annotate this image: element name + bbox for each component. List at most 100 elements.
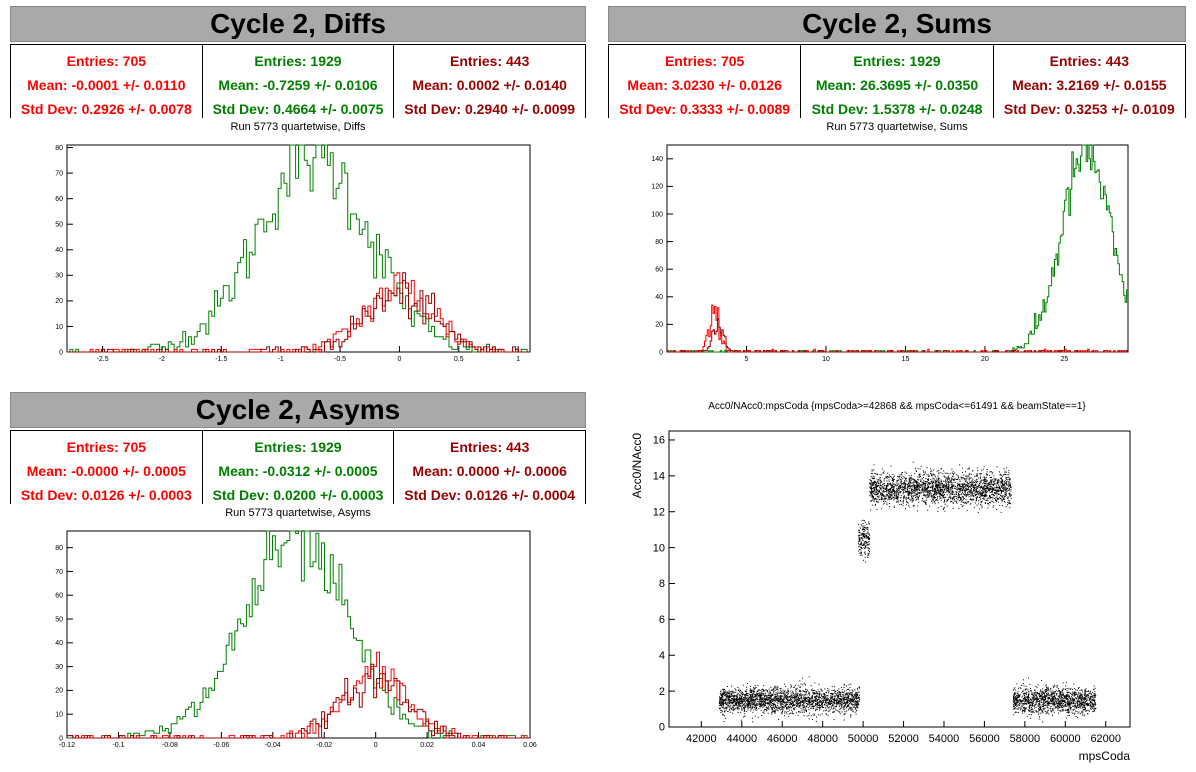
scatter-point: [785, 695, 787, 697]
scatter-point: [828, 692, 830, 694]
scatter-point: [891, 494, 893, 496]
scatter-point: [877, 494, 879, 496]
scatter-point: [792, 713, 794, 715]
scatter-point: [886, 477, 888, 479]
scatter-point: [829, 700, 831, 702]
stat-std: Std Dev: 0.2926 +/- 0.0078: [20, 101, 192, 117]
scatter-point: [751, 699, 753, 701]
scatter-point: [931, 493, 933, 495]
scatter-point: [871, 469, 873, 471]
scatter-point: [789, 709, 791, 711]
scatter-point: [748, 705, 750, 707]
scatter-point: [722, 690, 724, 692]
scatter-point: [876, 484, 878, 486]
scatter-point: [874, 481, 876, 483]
scatter-point: [805, 710, 807, 712]
scatter-point: [785, 697, 787, 699]
scatter-point: [905, 485, 906, 486]
scatter-point: [972, 485, 974, 487]
scatter-point: [944, 492, 946, 493]
scatter-point: [1004, 483, 1005, 485]
scatter-point: [856, 701, 858, 703]
scatter-point: [808, 699, 810, 700]
scatter-point: [926, 491, 928, 493]
scatter-point: [936, 492, 937, 494]
scatter-point: [970, 498, 972, 500]
scatter-point: [965, 495, 967, 497]
scatter-point: [941, 493, 943, 495]
scatter-point: [1000, 489, 1002, 491]
scatter-point: [763, 702, 765, 704]
scatter-point: [848, 692, 850, 694]
scatter-point: [751, 689, 753, 691]
scatter-point: [1004, 470, 1006, 472]
scatter-point: [753, 692, 755, 694]
scatter-point: [834, 692, 836, 694]
scatter-point: [860, 544, 862, 546]
scatter-point: [889, 495, 891, 497]
scatter-subtitle: Acc0/NAcc0:mpsCoda {mpsCoda>=42868 && mp…: [708, 401, 1086, 412]
scatter-point: [850, 701, 851, 703]
scatter-point: [772, 711, 774, 713]
scatter-point: [839, 699, 841, 701]
scatter-point: [747, 703, 748, 705]
scatter-point: [995, 480, 997, 482]
scatter-point: [723, 699, 725, 701]
scatter-point: [919, 495, 920, 497]
scatter-point: [932, 469, 934, 471]
scatter-point: [870, 482, 872, 484]
scatter-point: [951, 486, 953, 488]
scatter-point: [720, 694, 722, 696]
scatter-point: [923, 471, 925, 473]
scatter-point: [853, 699, 855, 701]
scatter-point: [780, 697, 782, 699]
scatter-point: [844, 690, 846, 692]
scatter-point: [957, 477, 959, 479]
scatter-point: [934, 487, 936, 489]
scatter-point: [797, 703, 799, 705]
scatter-point: [774, 700, 776, 701]
scatter-point: [977, 470, 979, 472]
scatter-point: [763, 705, 765, 707]
scatter-point: [875, 484, 876, 485]
x-tick-label: 48000: [807, 733, 838, 745]
scatter-point: [934, 499, 936, 501]
scatter-point: [1000, 474, 1002, 476]
scatter-point: [752, 693, 754, 695]
scatter-point: [843, 696, 845, 698]
scatter-point: [824, 688, 826, 690]
scatter-point: [961, 505, 963, 507]
scatter-point: [792, 695, 794, 696]
scatter-point: [894, 494, 895, 496]
scatter-point: [923, 481, 925, 483]
scatter-point: [932, 496, 934, 498]
scatter-point: [923, 474, 925, 476]
scatter-point: [761, 701, 763, 702]
scatter-point: [871, 492, 872, 494]
scatter-point: [726, 697, 728, 699]
scatter-point: [774, 712, 776, 714]
scatter-point: [1001, 487, 1003, 489]
scatter-point: [961, 496, 963, 498]
scatter-point: [939, 492, 941, 494]
scatter-point: [754, 691, 755, 693]
scatter-point: [900, 479, 902, 481]
scatter-point: [888, 497, 890, 499]
scatter-point: [949, 494, 951, 496]
scatter-point: [885, 494, 887, 496]
scatter-point: [872, 478, 874, 479]
scatter-point: [931, 473, 933, 475]
scatter-point: [847, 704, 849, 706]
scatter-point: [756, 709, 758, 711]
scatter-point: [948, 478, 950, 480]
scatter-point: [871, 496, 873, 498]
scatter-points: [718, 461, 1097, 723]
scatter-point: [903, 485, 905, 487]
scatter-point: [732, 706, 734, 708]
scatter-point: [937, 491, 939, 493]
scatter-point: [847, 701, 848, 703]
scatter-point: [799, 694, 800, 696]
scatter-point: [955, 474, 957, 476]
scatter-point: [848, 684, 850, 686]
scatter-point: [725, 695, 727, 697]
